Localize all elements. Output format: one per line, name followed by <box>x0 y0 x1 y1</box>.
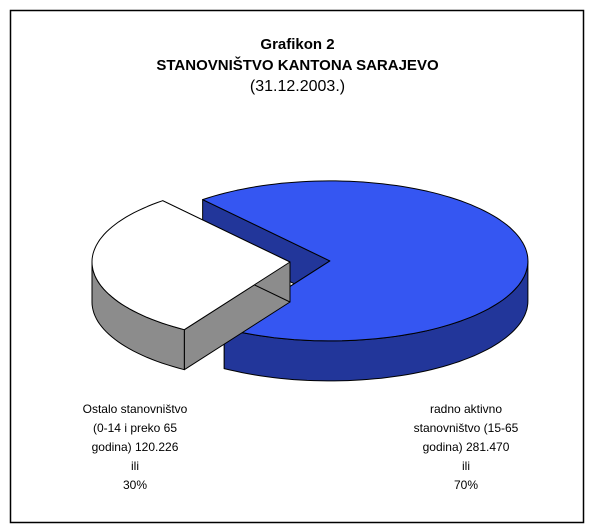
label-category: Ostalo stanovništvo (0-14 i preko 65 god… <box>82 402 188 454</box>
label-percent: 30% <box>122 478 148 492</box>
slice <box>91 200 291 331</box>
chart-date: (31.12.2003.) <box>249 78 346 95</box>
label-value: 281.470 <box>465 440 510 454</box>
data-label: radno aktivno stanovništvo (15-65 godina… <box>405 400 527 495</box>
frame <box>9 9 585 524</box>
label-value: 120.226 <box>134 440 179 454</box>
label-percent: 70% <box>453 478 479 492</box>
chart-title: Grafikon 2 <box>260 36 335 53</box>
label-joiner: ili <box>462 459 470 473</box>
chart-subtitle: STANOVNIŠTVO KANTONA SARAJEVO <box>156 57 439 74</box>
data-label: Ostalo stanovništvo (0-14 i preko 65 god… <box>75 400 195 495</box>
label-joiner: ili <box>131 459 139 473</box>
label-category: radno aktivno stanovništvo (15-65 godina… <box>413 402 519 454</box>
